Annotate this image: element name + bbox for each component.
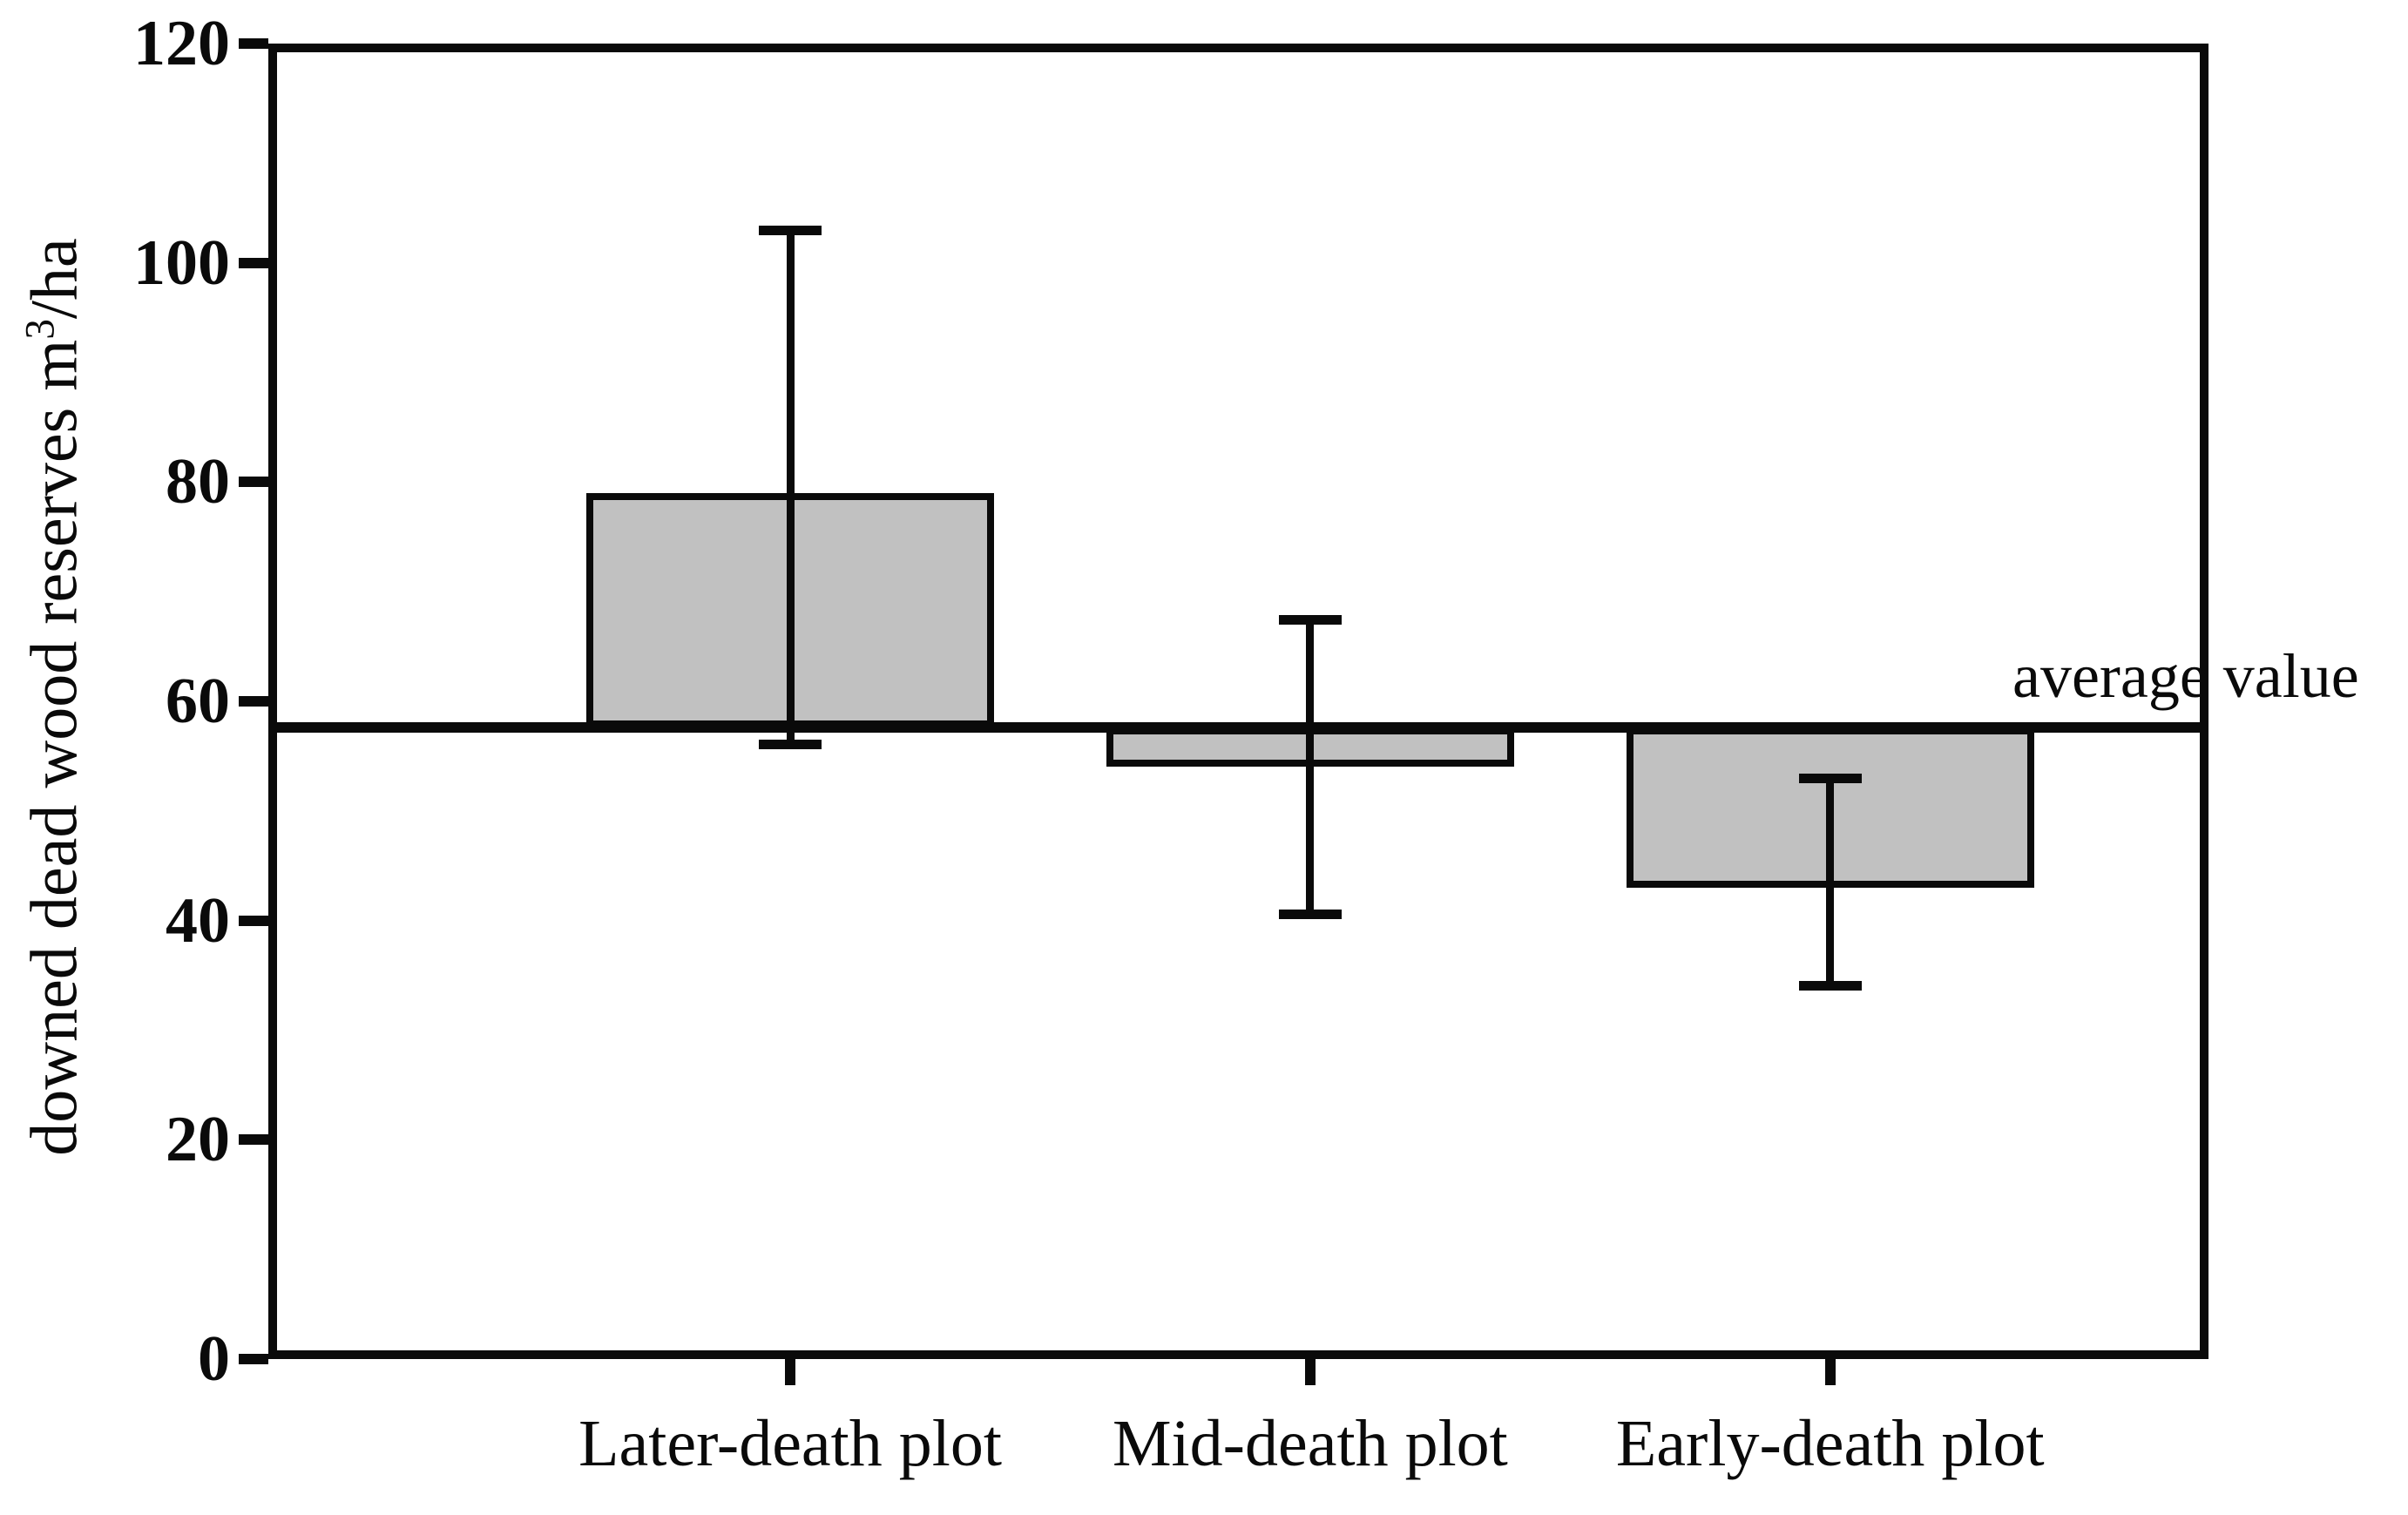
y-tick-label: 80 xyxy=(166,446,230,518)
y-tick-label: 60 xyxy=(166,666,230,737)
average-line xyxy=(268,722,2208,734)
x-category-label: Mid-death plot xyxy=(1112,1407,1508,1480)
error-bar xyxy=(1306,619,1315,916)
error-bar xyxy=(1826,778,1835,987)
x-category-label: Early-death plot xyxy=(1615,1407,2045,1480)
error-bar-cap-top xyxy=(759,225,822,235)
x-tick xyxy=(1304,1359,1316,1385)
error-bar-cap-top xyxy=(1798,774,1862,784)
y-tick-label: 120 xyxy=(133,8,230,79)
x-tick xyxy=(1824,1359,1836,1385)
error-bar-cap-bottom xyxy=(759,740,822,750)
x-tick xyxy=(785,1359,796,1385)
error-bar-cap-top xyxy=(1278,614,1342,625)
average-line-label: average value xyxy=(2012,641,2359,711)
y-tick xyxy=(239,1134,268,1146)
y-tick xyxy=(239,1354,268,1364)
error-bar-cap-bottom xyxy=(1798,981,1862,991)
y-tick xyxy=(239,38,268,49)
error-bar-cap-bottom xyxy=(1278,910,1342,920)
y-axis-label-superscript: 3 xyxy=(17,319,64,340)
y-tick-label: 0 xyxy=(198,1323,230,1395)
y-tick-label: 40 xyxy=(166,884,230,957)
y-tick-label: 100 xyxy=(133,227,230,299)
x-category-label: Later-death plot xyxy=(578,1407,1003,1480)
y-tick xyxy=(239,915,268,926)
y-tick xyxy=(239,477,268,488)
y-tick xyxy=(239,257,268,268)
plot-area xyxy=(268,44,2208,1359)
error-bar xyxy=(786,229,795,746)
y-tick xyxy=(239,696,268,707)
y-tick-label: 20 xyxy=(166,1104,230,1176)
